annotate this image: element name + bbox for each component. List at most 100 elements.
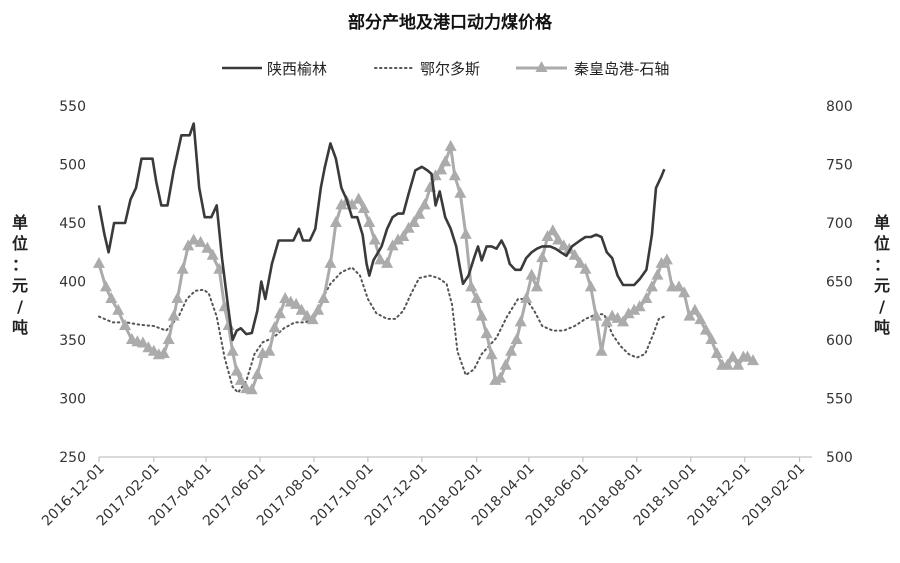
- series-3-marker: [435, 163, 448, 175]
- x-axis: 2016-12-012017-02-012017-04-012017-06-01…: [39, 457, 808, 529]
- series-3-marker: [655, 256, 668, 268]
- right-tick-label: 750: [826, 158, 853, 174]
- series-3-marker: [705, 333, 718, 344]
- axis-label-char: 吨: [874, 318, 890, 337]
- series-3-marker: [683, 309, 696, 321]
- axis-label-char: 元: [12, 276, 28, 295]
- legend: 陕西榆林 鄂尔多斯 秦皇岛港-石轴: [222, 60, 669, 78]
- series-3-marker: [459, 227, 472, 239]
- left-tick-label: 350: [59, 333, 86, 349]
- series-3-marker: [335, 198, 348, 210]
- series-3-marker: [660, 253, 673, 265]
- series-3-marker: [226, 344, 239, 356]
- series-layer: [93, 122, 759, 395]
- left-tick-label: 500: [59, 158, 86, 174]
- series-3-marker: [407, 216, 420, 227]
- axis-label-char: /: [17, 297, 23, 316]
- right-tick-label: 550: [826, 392, 853, 408]
- series-3-marker: [357, 202, 370, 213]
- left-tick-label: 300: [59, 392, 86, 408]
- series-3-marker: [245, 383, 258, 395]
- series-3-marker: [402, 221, 415, 233]
- series-3-marker: [747, 354, 759, 366]
- series-3-marker: [444, 139, 457, 151]
- series-3-marker: [536, 251, 549, 263]
- legend-label-series-3: 秦皇岛港-石轴: [574, 60, 669, 78]
- series-3-marker: [628, 303, 641, 315]
- legend-marker-series-3: [535, 61, 548, 72]
- left-tick-label: 250: [59, 450, 86, 466]
- series-3-marker: [268, 321, 281, 333]
- series-3-marker: [600, 315, 613, 327]
- series-line-1: [97, 122, 666, 342]
- series-3-marker: [525, 268, 538, 280]
- series-3-marker: [374, 253, 387, 265]
- left-tick-label: 400: [59, 275, 86, 291]
- series-3-marker: [645, 280, 658, 292]
- series-3-marker: [694, 313, 707, 325]
- series-3-marker: [136, 336, 149, 348]
- series-3-marker: [176, 262, 189, 274]
- series-3-marker: [475, 309, 488, 321]
- left-axis: 250 300 350 400 450 500 550: [59, 99, 86, 466]
- right-tick-label: 700: [826, 216, 853, 232]
- right-tick-label: 800: [826, 99, 853, 115]
- series-3-marker: [386, 239, 399, 251]
- series-3-marker: [470, 292, 483, 303]
- series-3-marker: [157, 347, 170, 358]
- chart-title: 部分产地及港口动力煤价格: [348, 12, 553, 33]
- series-3-marker: [710, 347, 723, 358]
- series-3-marker: [439, 155, 452, 167]
- series-3-marker: [584, 280, 597, 292]
- series-3-marker: [530, 280, 543, 292]
- series-3-marker: [595, 344, 608, 356]
- series-3-marker: [590, 309, 603, 321]
- series-3-marker: [672, 280, 685, 292]
- series-3-marker: [329, 216, 342, 227]
- axis-label-char: ：: [874, 255, 890, 274]
- series-3-marker: [182, 239, 195, 251]
- series-3-marker: [363, 216, 376, 227]
- series-3-marker: [381, 256, 394, 268]
- series-3-marker: [568, 248, 581, 260]
- axis-label-char: 吨: [12, 318, 28, 337]
- series-3-marker: [397, 230, 410, 241]
- series-3-marker: [171, 292, 184, 303]
- series-3-marker: [413, 207, 426, 219]
- series-3-marker: [485, 348, 498, 360]
- series-line-2: [98, 266, 666, 394]
- series-3-marker: [579, 262, 592, 274]
- series-3-marker: [99, 280, 112, 292]
- series-3-marker: [263, 344, 276, 356]
- series-3-marker: [112, 303, 125, 315]
- series-3-marker: [290, 297, 303, 309]
- series-3-marker: [352, 192, 365, 204]
- series-3-marker: [651, 268, 664, 280]
- series-3-marker: [465, 280, 478, 292]
- left-axis-label: 单位 ： 元 / 吨: [12, 213, 28, 337]
- left-tick-label: 550: [59, 99, 86, 115]
- legend-label-series-1: 陕西榆林: [267, 60, 327, 78]
- series-3-marker: [368, 233, 381, 245]
- series-3-marker: [454, 186, 467, 198]
- right-tick-label: 600: [826, 333, 853, 349]
- series-3-marker: [105, 292, 118, 303]
- series-3-marker: [317, 292, 330, 303]
- axis-label-char: 位: [12, 234, 28, 253]
- series-line-3: [97, 145, 754, 392]
- legend-label-series-2: 鄂尔多斯: [420, 60, 480, 78]
- axis-label-char: /: [879, 297, 885, 316]
- right-axis: 500 550 600 650 700 750 800: [826, 99, 853, 466]
- series-3-marker: [622, 307, 635, 319]
- series-3-marker: [541, 230, 554, 241]
- series-3-marker: [732, 358, 745, 370]
- series-3-marker: [206, 248, 219, 260]
- series-3-marker: [726, 350, 739, 362]
- series-3-marker: [119, 319, 132, 330]
- series-3-marker: [392, 233, 404, 245]
- series-3-marker: [494, 371, 507, 383]
- axis-label-char: ：: [12, 255, 28, 274]
- series-3-marker: [574, 256, 587, 268]
- series-3-marker: [213, 262, 226, 274]
